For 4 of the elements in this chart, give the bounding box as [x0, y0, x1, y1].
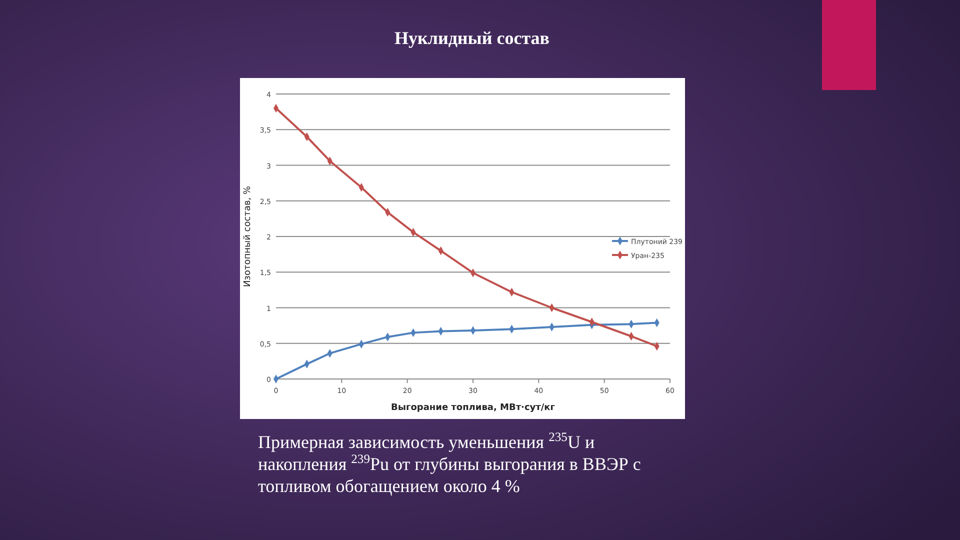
chart-title: Нуклидный состав [394, 28, 550, 48]
x-axis-title: Выгорание топлива, МВт·сут/кг [391, 403, 556, 413]
y-axis-title: Изотопный состав, % [243, 186, 253, 288]
text: Примерная зависимость уменьшения $^{235}$U и накопления $^{239}$Pu от глубины выгорания в ВВЭР с топливом обогащением около 4 % [258, 430, 641, 496]
